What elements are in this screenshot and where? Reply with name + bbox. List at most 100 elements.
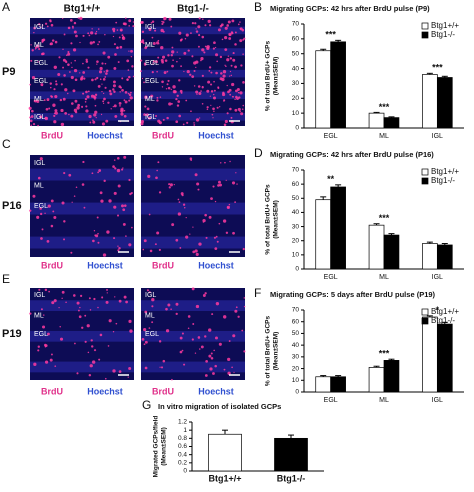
cell (159, 366, 161, 368)
cell (82, 160, 85, 164)
cell (195, 66, 197, 69)
legend-label: Btg1+/+ (431, 167, 459, 176)
cell (204, 213, 207, 217)
cell (37, 124, 39, 127)
cell (154, 114, 158, 118)
y-tick-label: 10 (292, 377, 300, 384)
cell (209, 24, 212, 27)
legend-label: Btg1-/- (431, 30, 455, 39)
bar (330, 186, 346, 270)
cell (213, 80, 215, 83)
cell (226, 84, 228, 87)
cell (230, 74, 233, 77)
cell (43, 314, 45, 316)
significance: * (436, 305, 440, 315)
cell (74, 59, 76, 62)
chart-title: Migrating GCPs: 42 hrs after BrdU pulse … (270, 150, 434, 159)
cell (72, 89, 76, 93)
cell (63, 220, 66, 223)
cell (53, 88, 56, 91)
cell (68, 113, 70, 116)
cell (44, 344, 48, 348)
cell (237, 23, 240, 26)
cell (54, 365, 57, 367)
cell (151, 321, 154, 324)
cell (88, 373, 92, 377)
cell (59, 326, 61, 328)
cell (193, 85, 196, 87)
bar (422, 316, 438, 393)
cell (232, 58, 236, 62)
cell (116, 168, 121, 173)
cell (62, 66, 64, 69)
tissue-band (141, 330, 245, 342)
cell (115, 21, 118, 24)
cell (224, 119, 228, 124)
cell (50, 199, 54, 203)
cell (119, 91, 121, 93)
panel-letter: A (2, 0, 10, 14)
cell (79, 294, 83, 297)
x-tick-label: Btg1+/+ (208, 473, 241, 483)
cell (194, 173, 198, 177)
cell (195, 304, 200, 309)
cell (175, 238, 179, 242)
cell (198, 92, 202, 96)
cell (79, 41, 81, 44)
column-header: Btg1-/- (177, 4, 209, 15)
cell (148, 213, 151, 216)
cell (74, 110, 78, 114)
cell (101, 83, 103, 85)
cell (114, 114, 118, 118)
cell (106, 288, 108, 291)
layer-label: EGL (34, 331, 48, 338)
x-tick-label: ML (379, 397, 389, 404)
cell (125, 235, 127, 237)
cell (62, 58, 66, 62)
stain-label: Hoechst (198, 130, 234, 140)
cell (33, 31, 35, 34)
cell (99, 78, 102, 81)
cell (190, 110, 192, 113)
cell (65, 301, 67, 304)
legend-label: Btg1-/- (431, 316, 455, 325)
cell (79, 72, 81, 74)
cell (178, 79, 181, 82)
cell (201, 102, 204, 105)
cell (124, 91, 128, 94)
cell (156, 231, 160, 235)
cell (158, 248, 161, 252)
cell (190, 159, 192, 161)
cell (60, 122, 65, 127)
cell (73, 30, 77, 34)
cell (89, 41, 93, 45)
y-tick-label: 1 (183, 427, 187, 434)
cell (130, 91, 132, 94)
cell (96, 60, 99, 63)
cell (38, 48, 41, 51)
cell (218, 342, 222, 346)
cell (150, 22, 153, 24)
cell (105, 69, 109, 73)
cell (234, 43, 237, 46)
cell (97, 28, 100, 30)
cell (179, 247, 182, 249)
cell (53, 299, 57, 303)
cell (175, 302, 179, 306)
cell (220, 23, 224, 27)
cell (29, 119, 33, 123)
cell (74, 99, 78, 103)
layer-label: IGL (145, 292, 156, 299)
cell (225, 231, 229, 234)
cell (75, 186, 78, 189)
cell (82, 62, 84, 65)
cell (177, 212, 182, 216)
cell (228, 203, 231, 206)
cell (212, 372, 215, 375)
cell (195, 90, 199, 94)
cell (198, 17, 201, 20)
y-axis-label: (Mean±SEM) (273, 200, 280, 239)
cell (46, 25, 49, 28)
cell (162, 21, 165, 24)
cell (141, 338, 145, 341)
